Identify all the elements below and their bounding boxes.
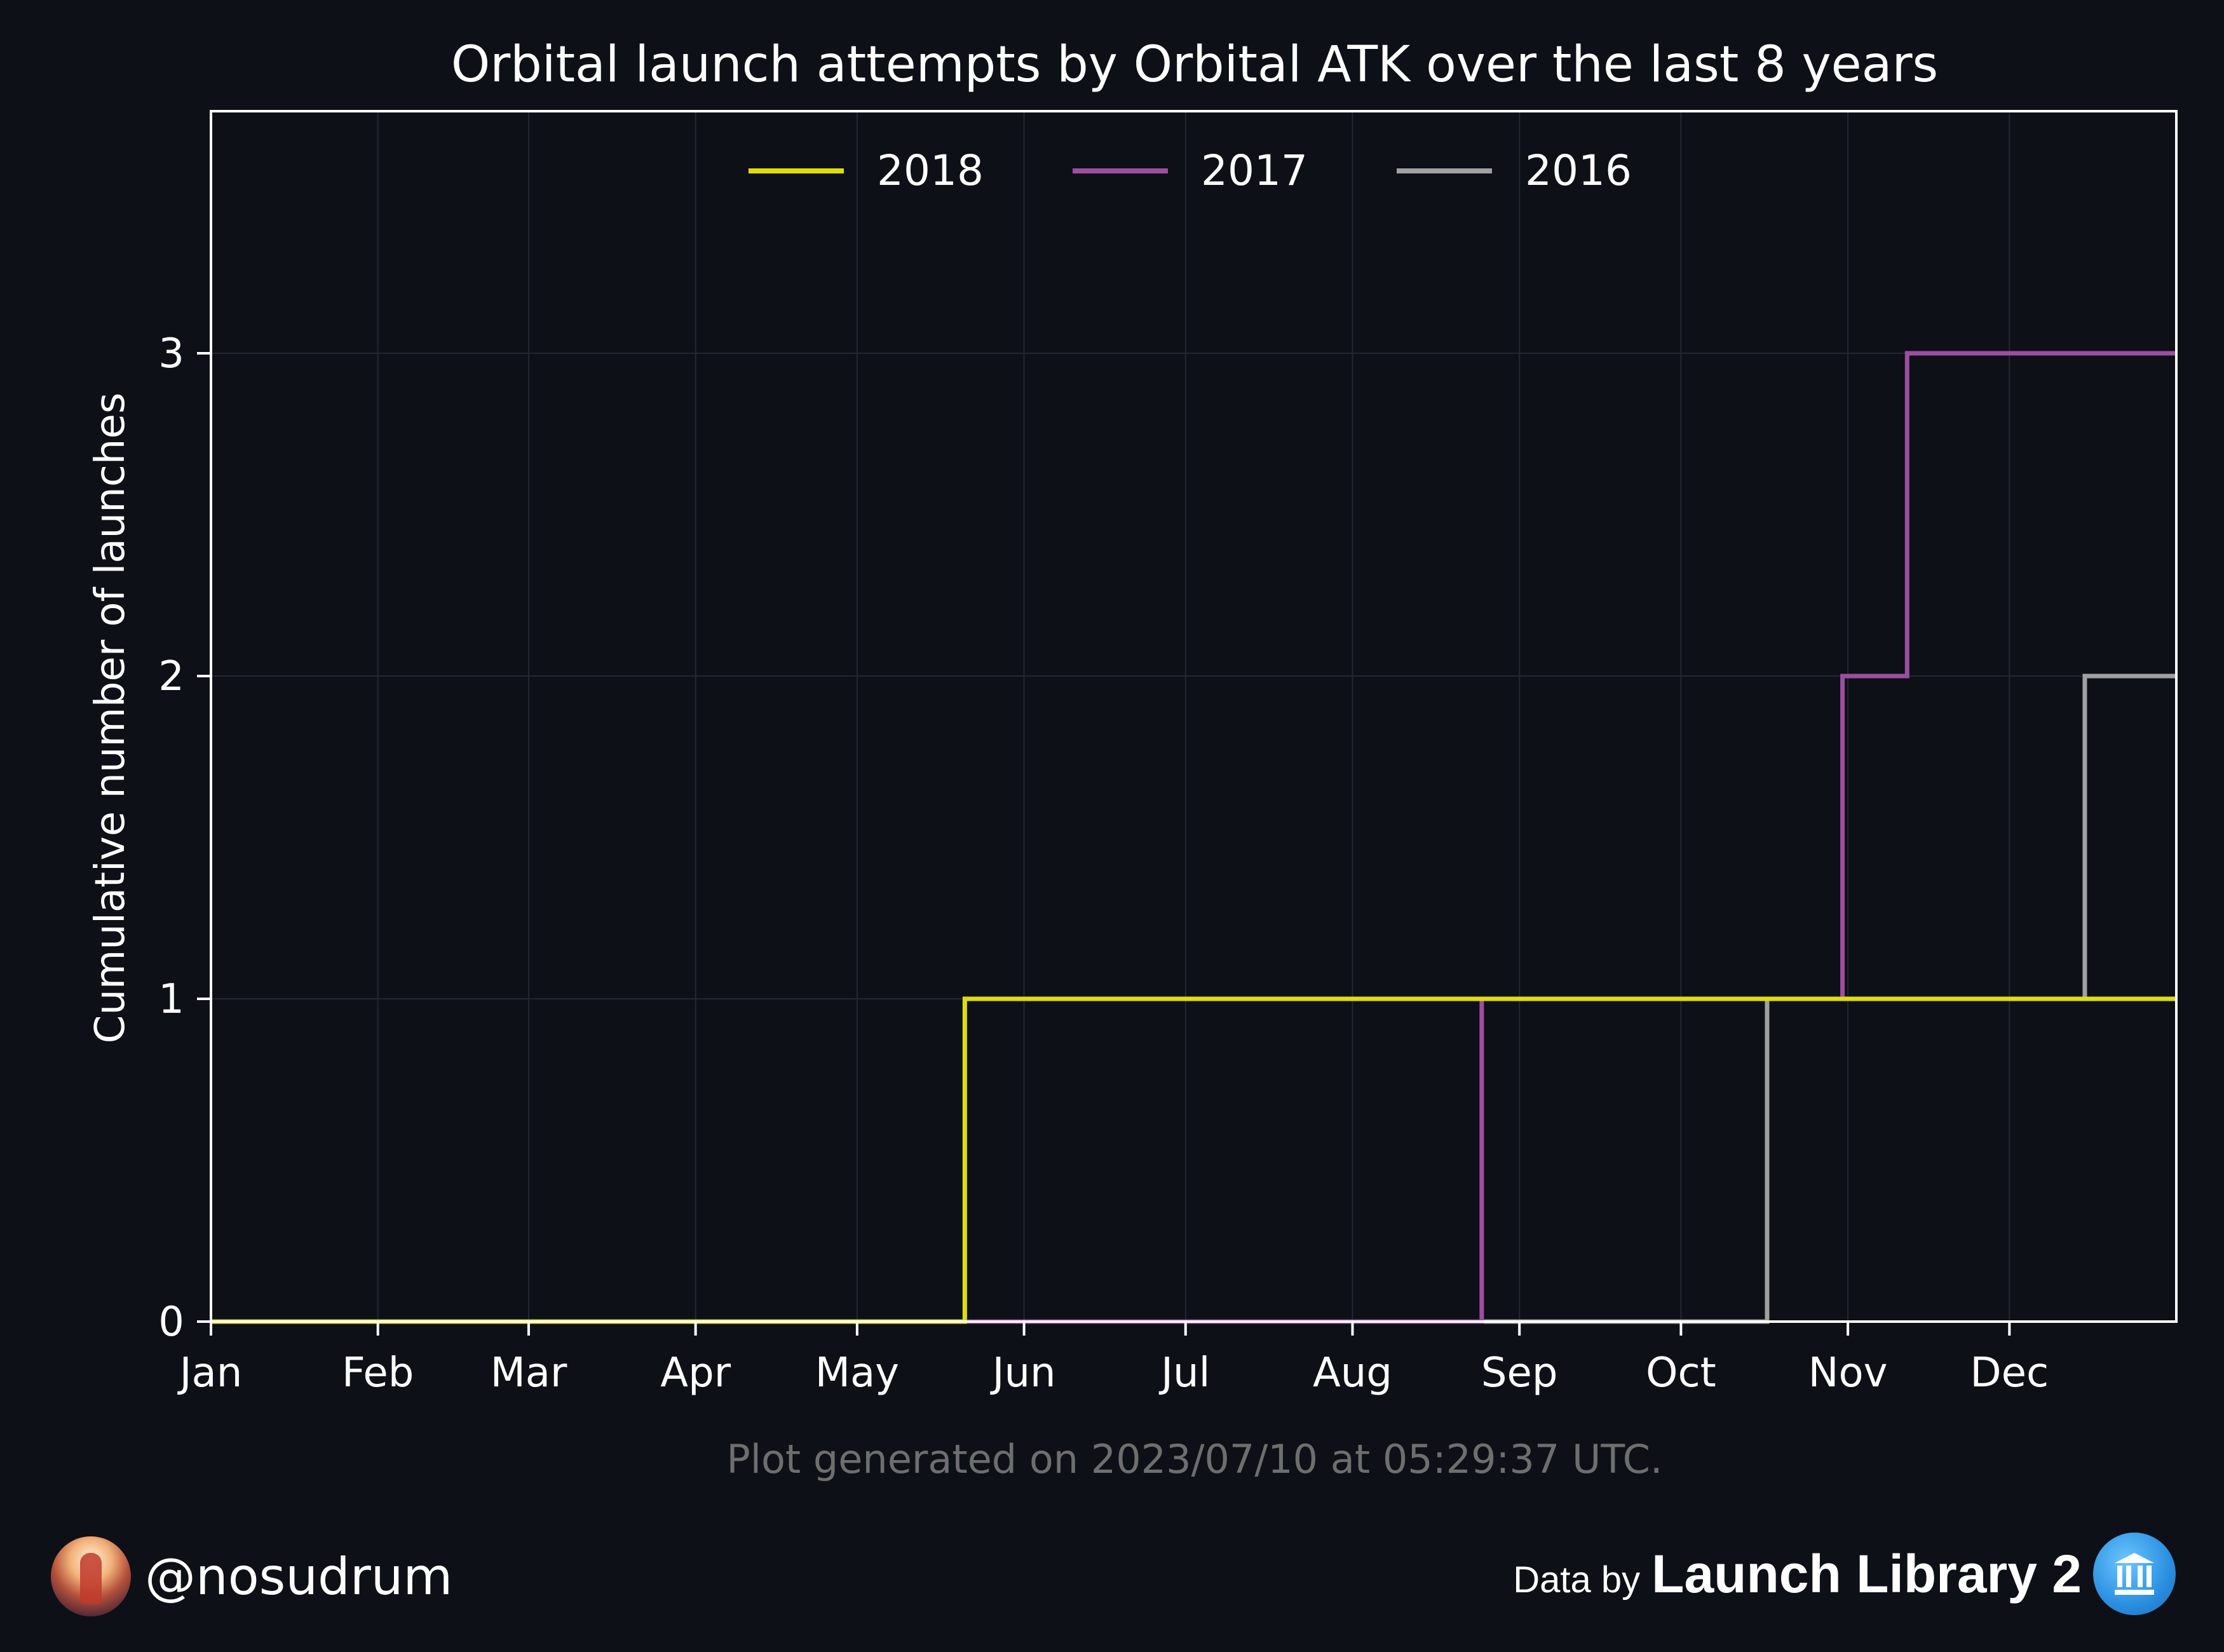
x-tick-label: Mar [491, 1350, 567, 1397]
y-tick-label: 2 [158, 653, 184, 700]
x-tick-label: Dec [1970, 1350, 2049, 1397]
data-source-name: Launch Library 2 [1651, 1543, 2082, 1604]
x-tick-label: Sep [1481, 1350, 1558, 1397]
y-tick-label: 0 [158, 1299, 184, 1346]
astronaut-avatar-icon [51, 1536, 131, 1616]
y-axis-label: Cumulative number of launches [87, 393, 134, 1043]
axes: Jan Feb Mar Apr May Jun Jul Aug Sep Oct Nov Dec 0 1 2 3 [158, 330, 2049, 1397]
x-tick-label: Jun [990, 1350, 1056, 1397]
series-line-2017 [211, 351, 2176, 1324]
x-tick-label: Aug [1313, 1350, 1392, 1397]
legend-label-2016: 2016 [1525, 146, 1632, 195]
x-tick-label: Jan [177, 1350, 243, 1397]
x-tick-label: Jul [1158, 1350, 1210, 1397]
x-tick-label: Oct [1646, 1350, 1716, 1397]
x-tick-label: Feb [342, 1350, 414, 1397]
y-tick-label: 1 [158, 976, 184, 1023]
plot-frame [210, 110, 2178, 1323]
x-tick-label: May [815, 1350, 899, 1397]
chart-title: Orbital launch attempts by Orbital ATK o… [451, 36, 1938, 93]
legend-label-2018: 2018 [877, 146, 984, 195]
author-handle: @nosudrum [145, 1547, 453, 1606]
data-by-label: Data by [1513, 1559, 1641, 1601]
data-source-credit: Data by Launch Library 2 [1513, 1533, 2176, 1615]
legend-label-2017: 2017 [1201, 146, 1308, 195]
plot-area [211, 111, 2176, 1322]
y-tick-label: 3 [158, 330, 184, 377]
legend: 2018 2017 2016 [749, 146, 1632, 195]
x-tick-label: Apr [660, 1350, 731, 1397]
generated-timestamp: Plot generated on 2023/07/10 at 05:29:37… [726, 1436, 1662, 1482]
x-tick-label: Nov [1808, 1350, 1888, 1397]
author-credit: @nosudrum [51, 1536, 452, 1616]
launch-library-icon [2093, 1533, 2176, 1615]
